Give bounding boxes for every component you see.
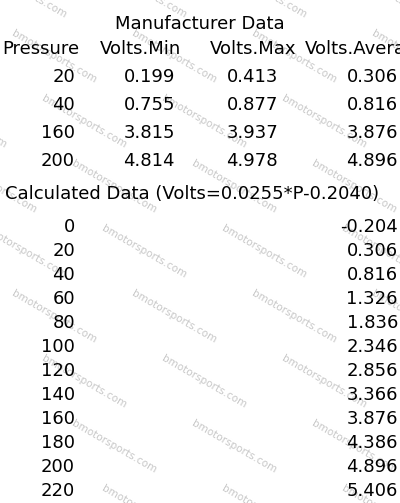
Text: 0.816: 0.816: [347, 96, 398, 114]
Text: bmotorsports.com: bmotorsports.com: [100, 0, 188, 20]
Text: 2.346: 2.346: [346, 338, 398, 356]
Text: bmotorsports.com: bmotorsports.com: [250, 28, 338, 85]
Text: bmotorsports.com: bmotorsports.com: [340, 483, 400, 503]
Text: bmotorsports.com: bmotorsports.com: [10, 288, 98, 345]
Text: 160: 160: [41, 124, 75, 142]
Text: bmotorsports.com: bmotorsports.com: [160, 93, 248, 150]
Text: bmotorsports.com: bmotorsports.com: [100, 223, 188, 280]
Text: bmotorsports.com: bmotorsports.com: [250, 288, 338, 345]
Text: 100: 100: [41, 338, 75, 356]
Text: 0.877: 0.877: [227, 96, 278, 114]
Text: bmotorsports.com: bmotorsports.com: [190, 418, 278, 475]
Text: 4.896: 4.896: [346, 458, 398, 476]
Text: 200: 200: [41, 458, 75, 476]
Text: 4.978: 4.978: [226, 152, 278, 170]
Text: 60: 60: [52, 290, 75, 308]
Text: Pressure: Pressure: [2, 40, 79, 58]
Text: 0.413: 0.413: [227, 68, 278, 86]
Text: 160: 160: [41, 410, 75, 428]
Text: bmotorsports.com: bmotorsports.com: [130, 28, 218, 85]
Text: bmotorsports.com: bmotorsports.com: [280, 93, 368, 150]
Text: bmotorsports.com: bmotorsports.com: [40, 93, 128, 150]
Text: bmotorsports.com: bmotorsports.com: [160, 353, 248, 410]
Text: 180: 180: [41, 434, 75, 452]
Text: bmotorsports.com: bmotorsports.com: [40, 353, 128, 410]
Text: Volts.Average: Volts.Average: [305, 40, 400, 58]
Text: Calculated Data (Volts=0.0255*P-0.2040): Calculated Data (Volts=0.0255*P-0.2040): [5, 185, 379, 203]
Text: Volts.Max: Volts.Max: [210, 40, 296, 58]
Text: bmotorsports.com: bmotorsports.com: [100, 483, 188, 503]
Text: 5.406: 5.406: [347, 482, 398, 500]
Text: 140: 140: [41, 386, 75, 404]
Text: bmotorsports.com: bmotorsports.com: [370, 288, 400, 345]
Text: bmotorsports.com: bmotorsports.com: [0, 223, 68, 280]
Text: 40: 40: [52, 266, 75, 284]
Text: bmotorsports.com: bmotorsports.com: [130, 288, 218, 345]
Text: bmotorsports.com: bmotorsports.com: [70, 158, 158, 215]
Text: bmotorsports.com: bmotorsports.com: [0, 0, 68, 20]
Text: Manufacturer Data: Manufacturer Data: [115, 15, 285, 33]
Text: bmotorsports.com: bmotorsports.com: [340, 223, 400, 280]
Text: 220: 220: [41, 482, 75, 500]
Text: 0.199: 0.199: [124, 68, 175, 86]
Text: Volts.Min: Volts.Min: [100, 40, 181, 58]
Text: 1.836: 1.836: [347, 314, 398, 332]
Text: 80: 80: [52, 314, 75, 332]
Text: 4.896: 4.896: [346, 152, 398, 170]
Text: 0.306: 0.306: [347, 242, 398, 260]
Text: 4.386: 4.386: [346, 434, 398, 452]
Text: bmotorsports.com: bmotorsports.com: [280, 353, 368, 410]
Text: bmotorsports.com: bmotorsports.com: [370, 28, 400, 85]
Text: 40: 40: [52, 96, 75, 114]
Text: bmotorsports.com: bmotorsports.com: [10, 28, 98, 85]
Text: bmotorsports.com: bmotorsports.com: [310, 418, 398, 475]
Text: 3.366: 3.366: [346, 386, 398, 404]
Text: 4.814: 4.814: [124, 152, 175, 170]
Text: 20: 20: [52, 242, 75, 260]
Text: 3.876: 3.876: [346, 124, 398, 142]
Text: bmotorsports.com: bmotorsports.com: [220, 483, 308, 503]
Text: -0.204: -0.204: [340, 218, 398, 236]
Text: bmotorsports.com: bmotorsports.com: [0, 93, 8, 150]
Text: 0: 0: [64, 218, 75, 236]
Text: 3.815: 3.815: [124, 124, 175, 142]
Text: 2.856: 2.856: [346, 362, 398, 380]
Text: bmotorsports.com: bmotorsports.com: [220, 0, 308, 20]
Text: 120: 120: [41, 362, 75, 380]
Text: 200: 200: [41, 152, 75, 170]
Text: bmotorsports.com: bmotorsports.com: [220, 223, 308, 280]
Text: bmotorsports.com: bmotorsports.com: [70, 418, 158, 475]
Text: 1.326: 1.326: [346, 290, 398, 308]
Text: 3.876: 3.876: [346, 410, 398, 428]
Text: bmotorsports.com: bmotorsports.com: [190, 158, 278, 215]
Text: bmotorsports.com: bmotorsports.com: [0, 158, 38, 215]
Text: 20: 20: [52, 68, 75, 86]
Text: 3.937: 3.937: [226, 124, 278, 142]
Text: bmotorsports.com: bmotorsports.com: [310, 158, 398, 215]
Text: bmotorsports.com: bmotorsports.com: [340, 0, 400, 20]
Text: 0.816: 0.816: [347, 266, 398, 284]
Text: 0.306: 0.306: [347, 68, 398, 86]
Text: 0.755: 0.755: [124, 96, 175, 114]
